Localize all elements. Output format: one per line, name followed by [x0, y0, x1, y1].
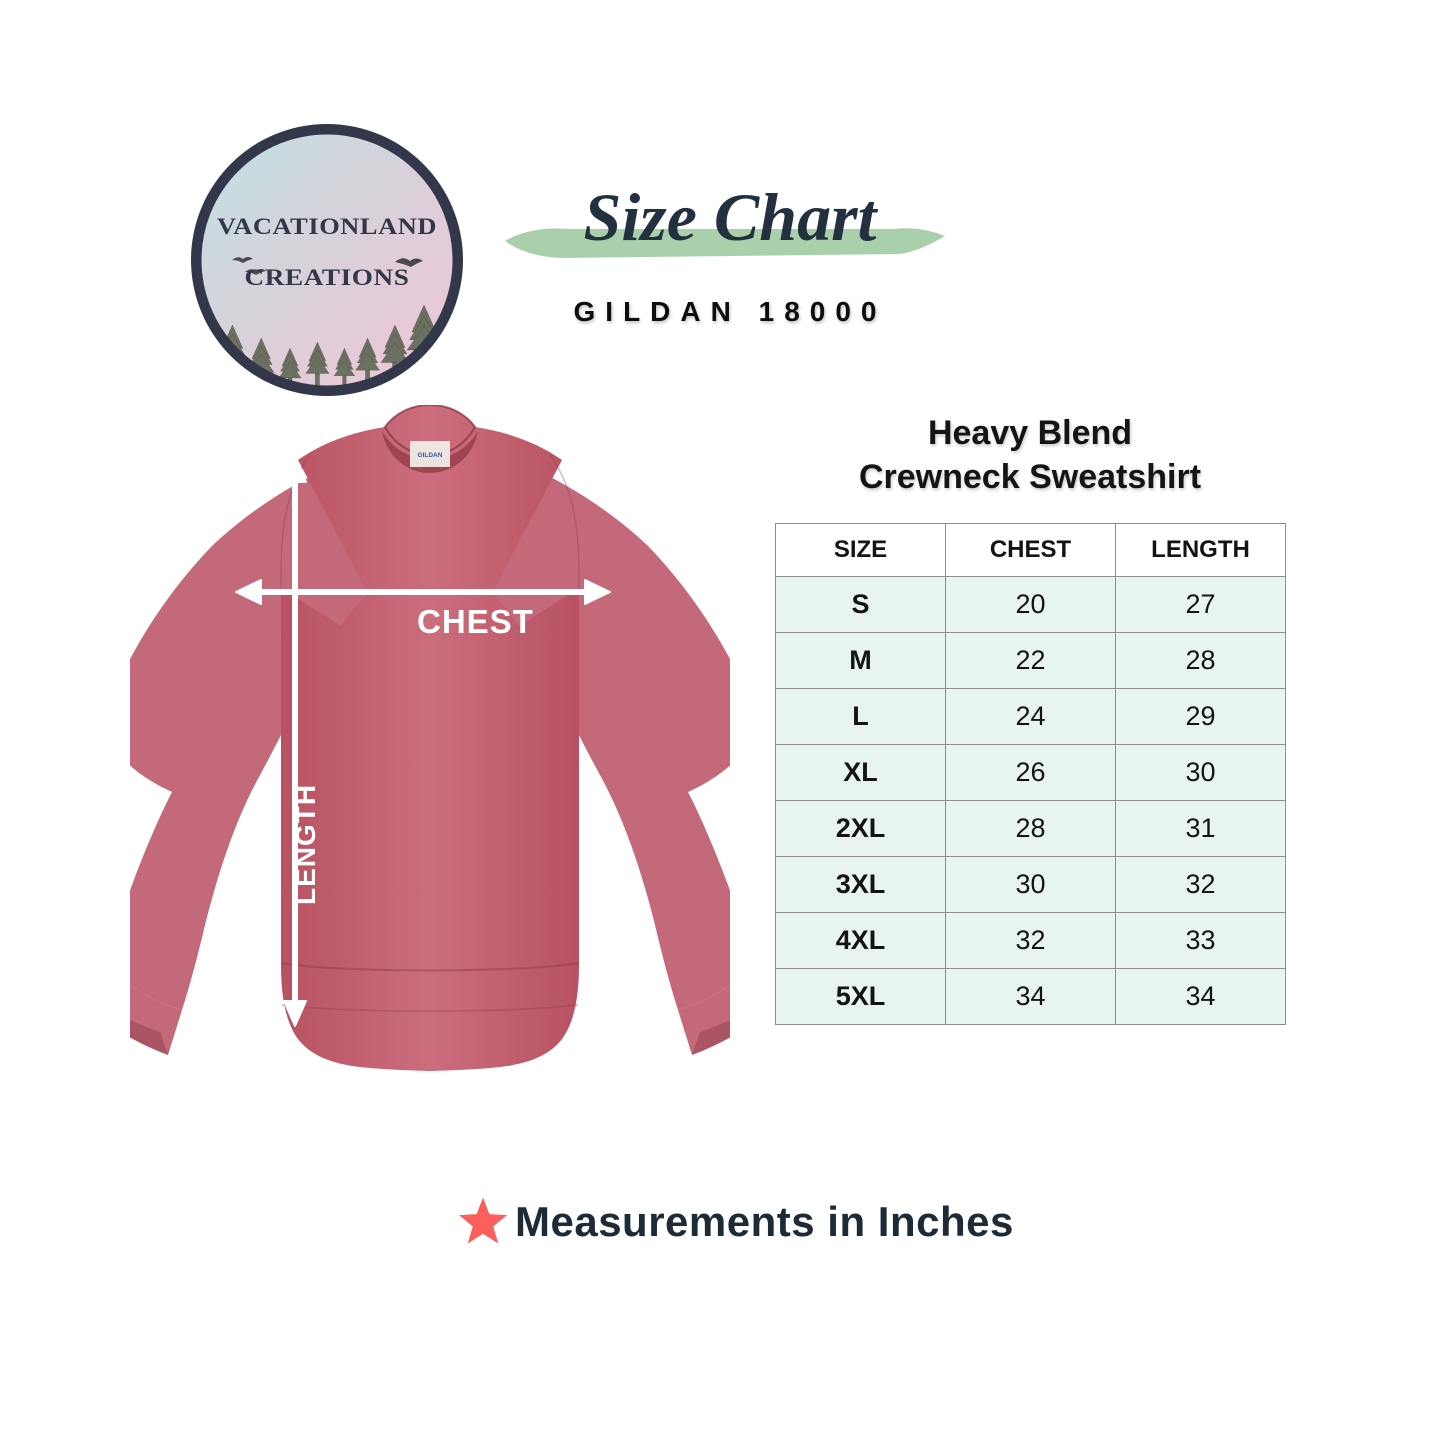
- svg-text:CHEST: CHEST: [417, 603, 534, 640]
- svg-text:GILDAN: GILDAN: [418, 452, 443, 459]
- svg-text:LENGTH: LENGTH: [290, 784, 321, 905]
- svg-text:VACATIONLAND: VACATIONLAND: [217, 214, 437, 239]
- svg-text:CREATIONS: CREATIONS: [245, 265, 410, 290]
